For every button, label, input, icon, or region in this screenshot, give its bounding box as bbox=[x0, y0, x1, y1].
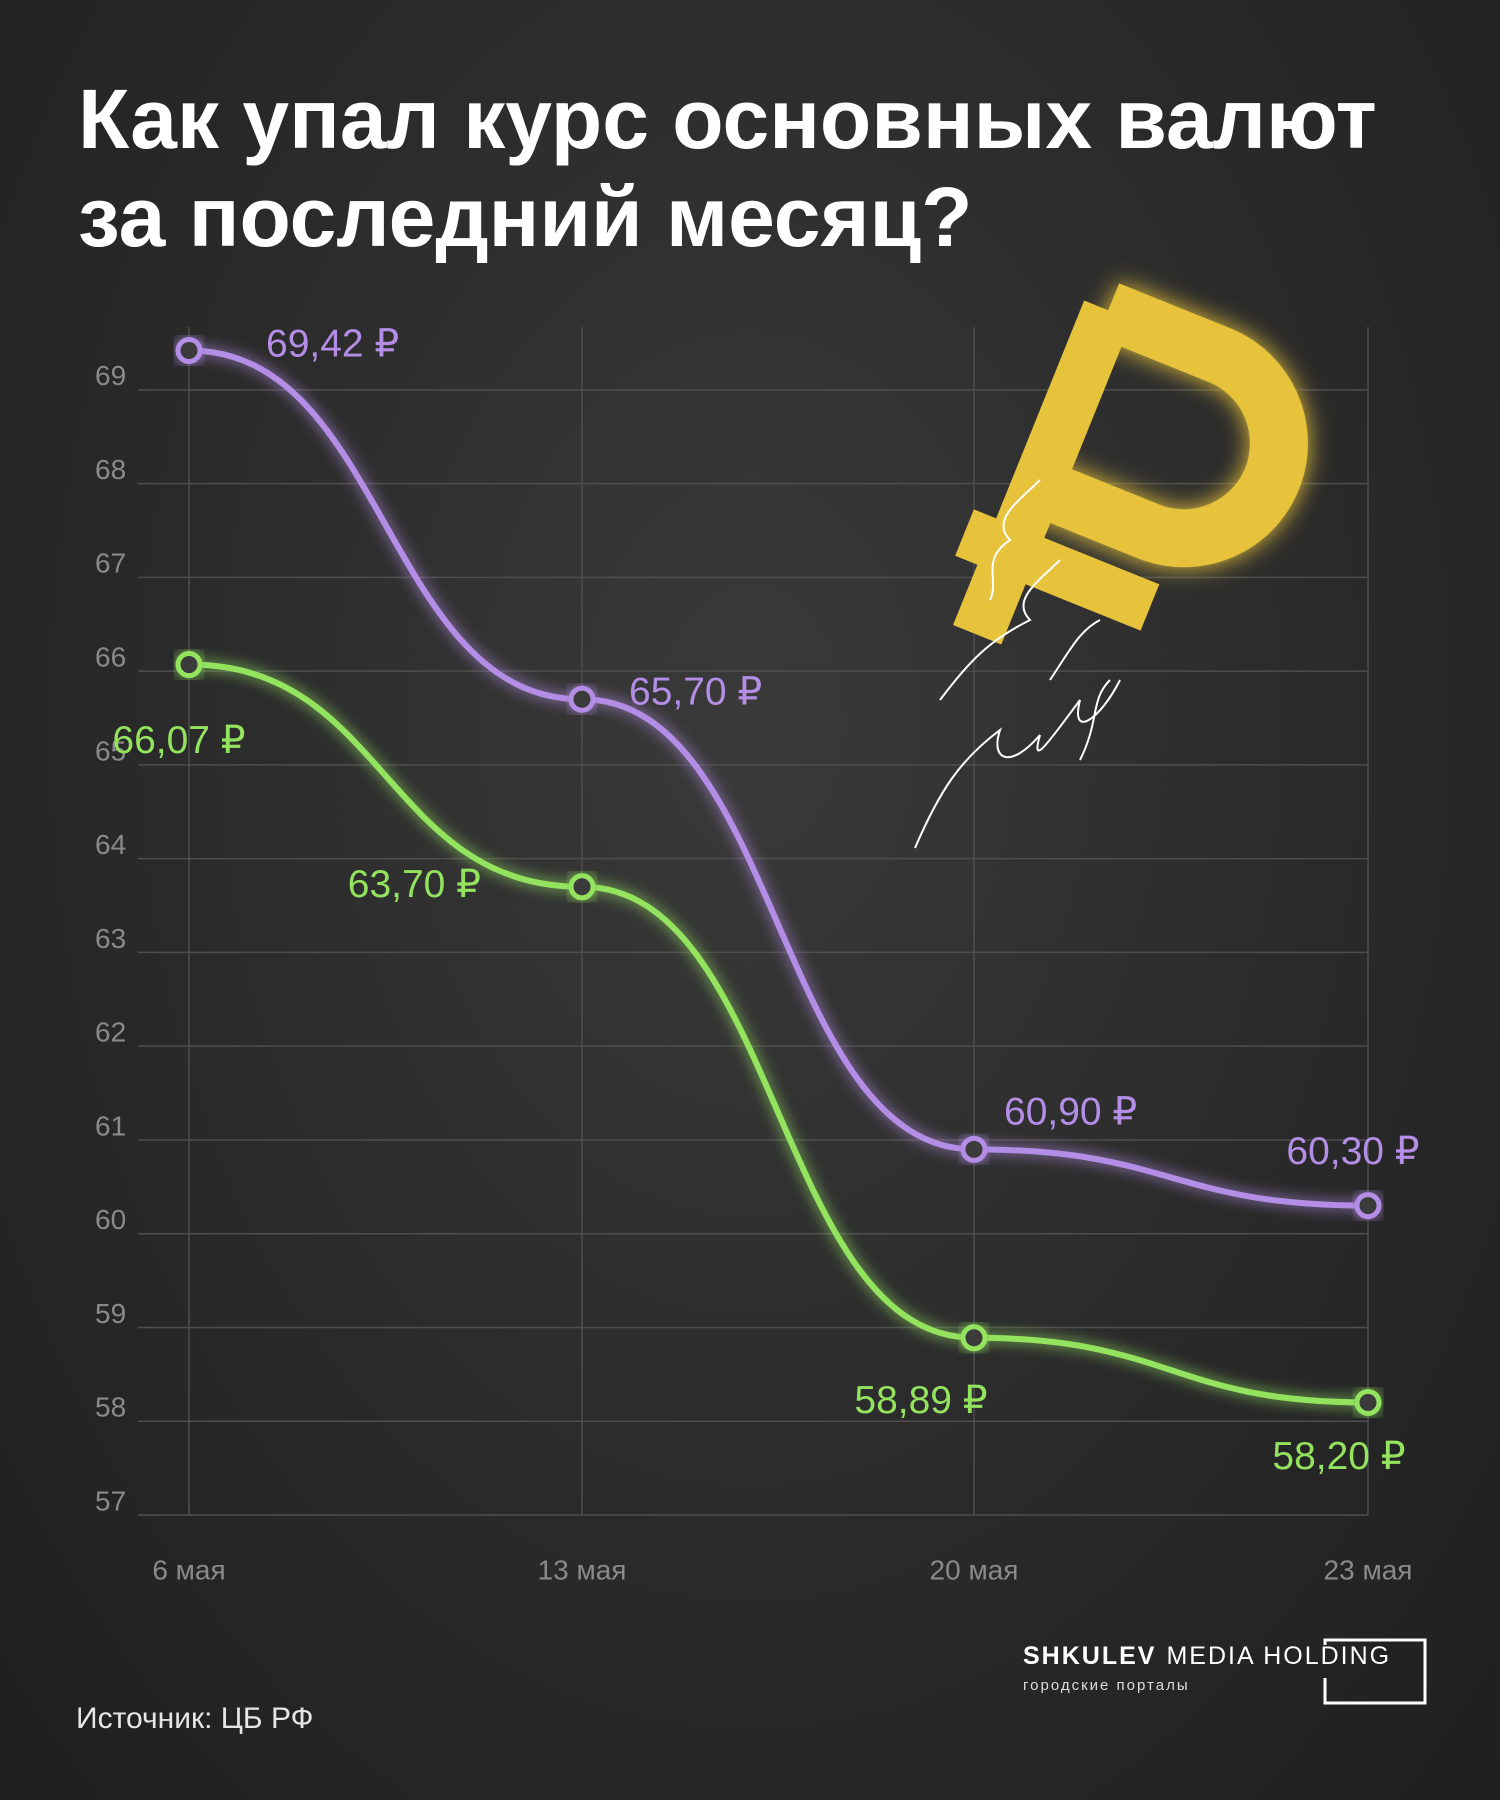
y-tick-label: 69 bbox=[95, 360, 126, 391]
source: Источник: ЦБ РФ bbox=[76, 1702, 313, 1735]
y-tick-label: 63 bbox=[95, 923, 126, 954]
chart-title: Как упал курс основных валют за последни… bbox=[78, 72, 1377, 264]
y-tick-label: 68 bbox=[95, 454, 126, 485]
point bbox=[175, 336, 203, 364]
series-line bbox=[188, 347, 1369, 1209]
ruble-icon bbox=[948, 283, 1308, 647]
y-tick-label: 67 bbox=[95, 548, 126, 579]
point bbox=[568, 873, 596, 901]
y-tick-label: 59 bbox=[95, 1298, 126, 1329]
value-label: 69,42 ₽ bbox=[266, 323, 399, 366]
value-label: 60,90 ₽ bbox=[1004, 1091, 1137, 1134]
y-tick-label: 65 bbox=[95, 735, 126, 766]
brand-rest: MEDIA HOLDING bbox=[1166, 1642, 1391, 1670]
value-label: 66,07 ₽ bbox=[112, 719, 245, 762]
x-tick-label: 23 мая bbox=[1324, 1554, 1413, 1585]
value-label: 58,89 ₽ bbox=[854, 1379, 987, 1422]
y-tick-label: 57 bbox=[95, 1485, 126, 1516]
y-tick-label: 62 bbox=[95, 1017, 126, 1048]
y-tick-label: 61 bbox=[95, 1110, 126, 1141]
y-tick-label: 64 bbox=[95, 829, 126, 860]
y-tick-label: 58 bbox=[95, 1392, 126, 1423]
x-tick-label: 13 мая bbox=[538, 1554, 627, 1585]
point bbox=[1354, 1192, 1382, 1220]
tagline: городские порталы bbox=[1023, 1677, 1190, 1694]
series-line bbox=[188, 661, 1369, 1406]
y-tick-label: 66 bbox=[95, 642, 126, 673]
y-tick-label: 60 bbox=[95, 1204, 126, 1235]
point bbox=[960, 1135, 988, 1163]
point bbox=[1354, 1388, 1382, 1416]
value-label: 60,30 ₽ bbox=[1286, 1130, 1419, 1173]
point bbox=[175, 651, 203, 679]
brand: SHKULEV MEDIA HOLDING bbox=[1023, 1642, 1391, 1670]
value-label: 65,70 ₽ bbox=[629, 671, 762, 714]
brand-bold: SHKULEV bbox=[1023, 1642, 1156, 1670]
rocket-flame bbox=[914, 479, 1121, 849]
x-tick-label: 6 мая bbox=[152, 1554, 225, 1585]
value-label: 58,20 ₽ bbox=[1272, 1435, 1405, 1478]
point bbox=[960, 1324, 988, 1352]
logo-frame bbox=[1323, 1638, 1427, 1705]
point bbox=[568, 685, 596, 713]
x-tick-label: 20 мая bbox=[930, 1554, 1019, 1585]
value-label: 63,70 ₽ bbox=[348, 863, 481, 906]
